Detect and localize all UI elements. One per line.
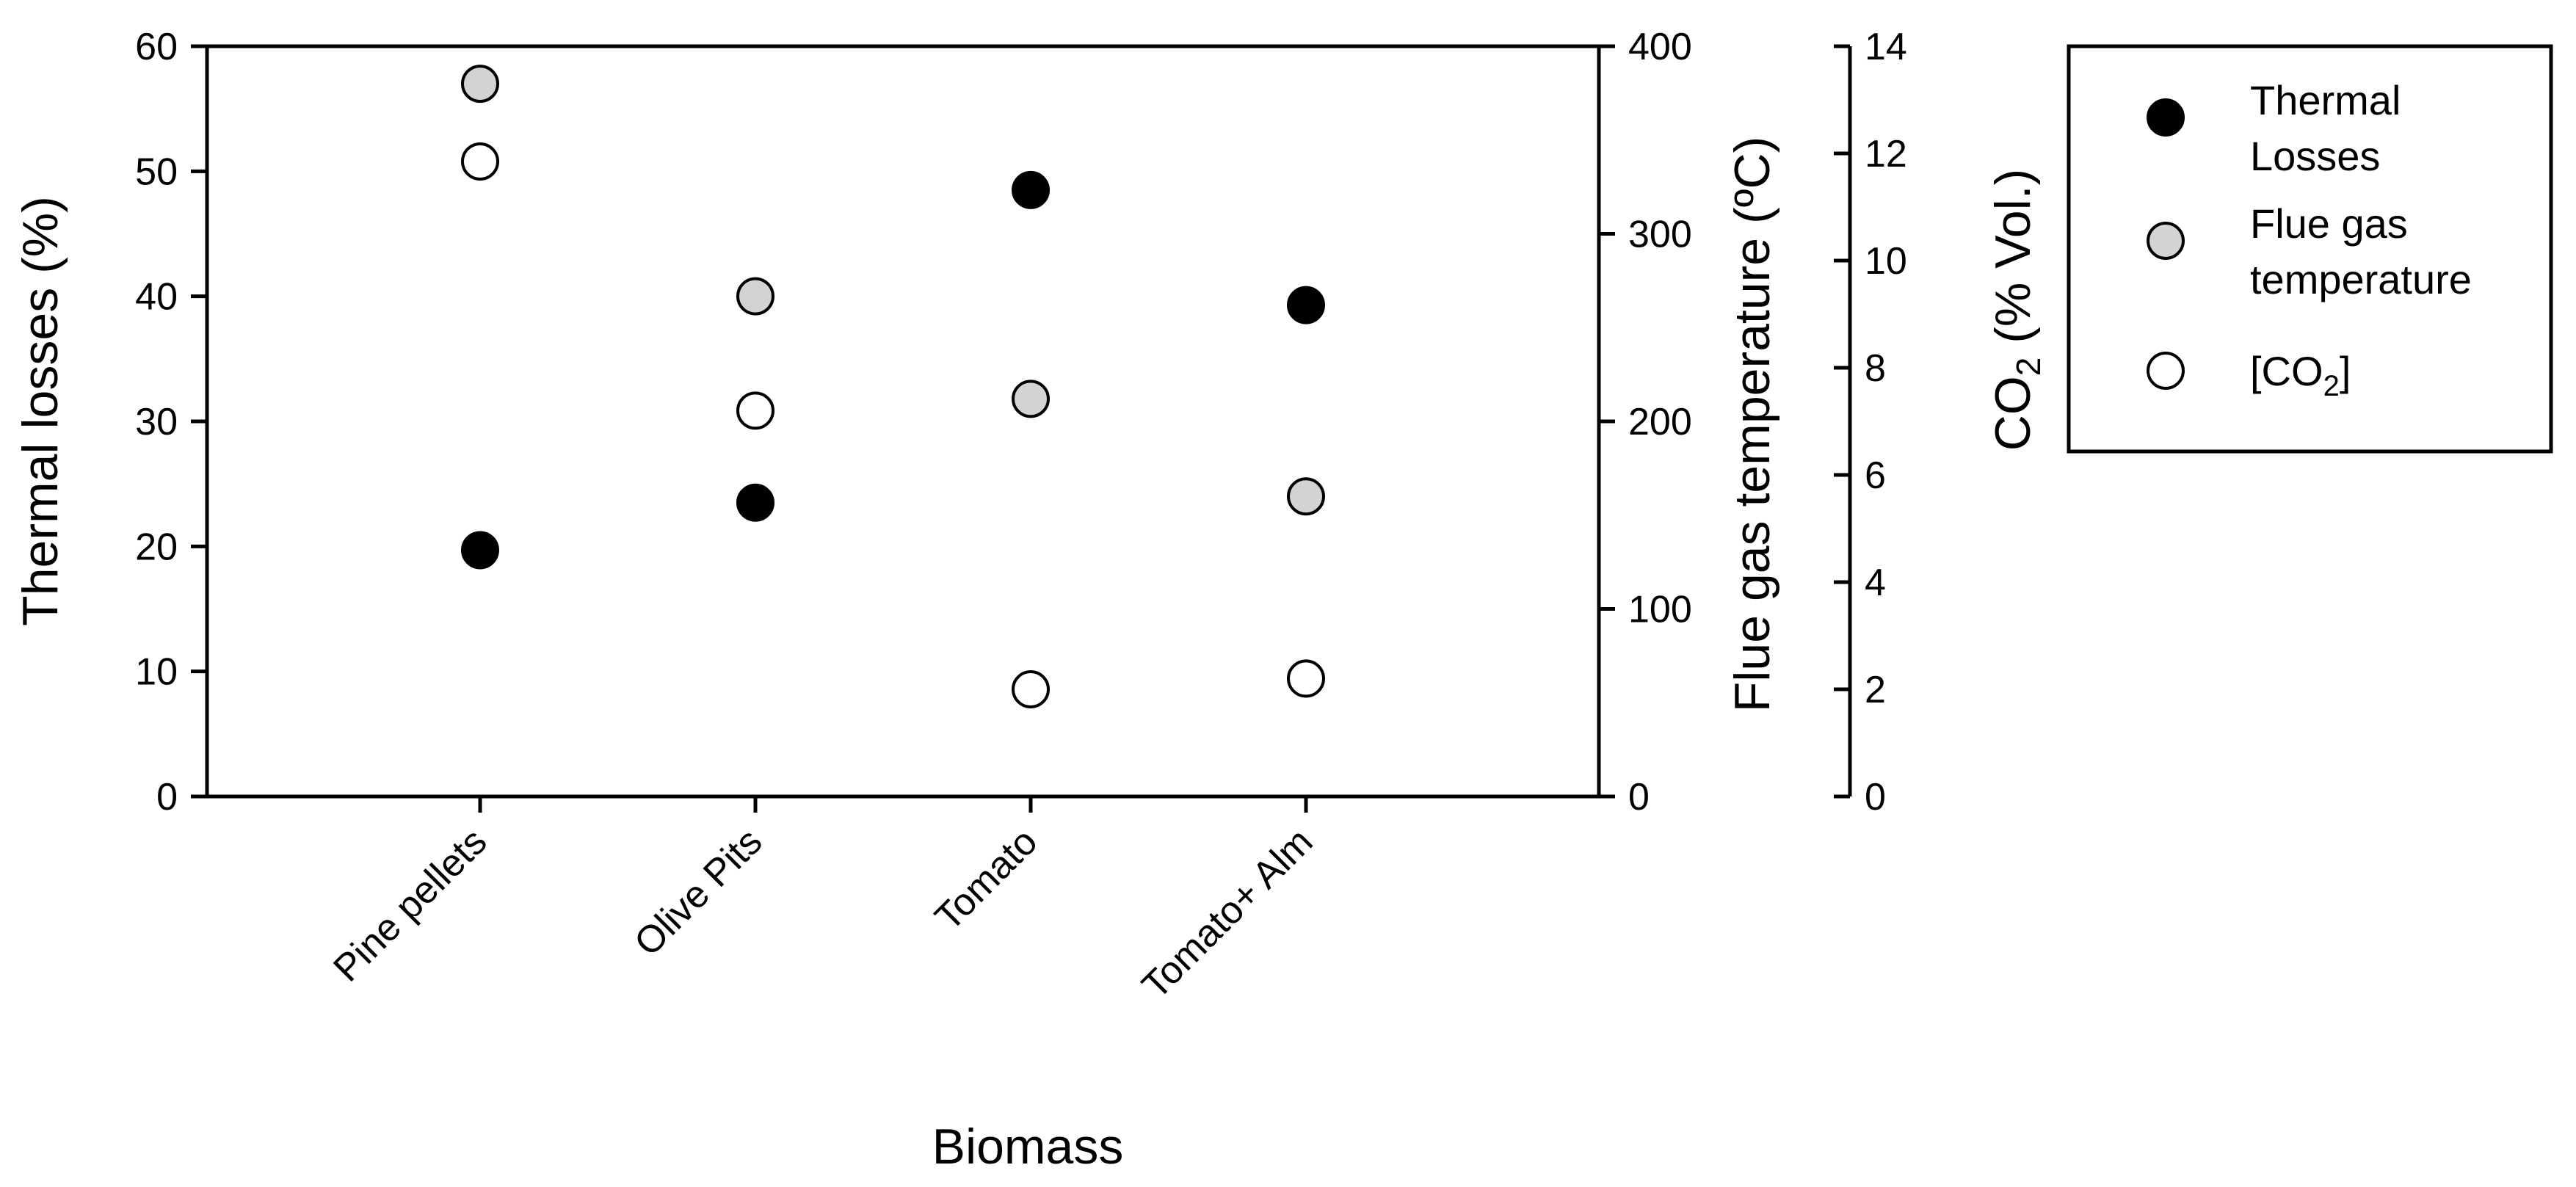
flue-gas-axis-title: Flue gas temperature (ºC) — [1724, 137, 1780, 712]
x-axis: Pine pellets Olive Pits Tomato Tomato+ Alm — [325, 796, 1321, 1007]
legend-label: temperature — [2250, 256, 2472, 302]
x-axis-tick-label: Tomato+ Alm — [1134, 820, 1321, 1007]
data-point — [1287, 477, 1325, 516]
co2-axis-tick-label: 12 — [1865, 133, 1907, 175]
data-point — [736, 277, 774, 316]
plot-frame — [205, 44, 1601, 799]
co2-axis-tick-label: 0 — [1865, 776, 1886, 818]
data-point — [736, 391, 774, 430]
data-point — [1012, 670, 1050, 708]
co2-axis-title-sub: 2 — [2009, 357, 2047, 377]
co2-axis: 0 2 4 6 8 10 12 14 — [1834, 26, 1907, 818]
data-point — [461, 65, 499, 104]
legend-marker — [2147, 98, 2185, 137]
legend-label: [CO2] — [2250, 348, 2351, 402]
co2-axis-tick-label: 10 — [1865, 240, 1907, 283]
x-axis-tick-label: Pine pellets — [325, 820, 495, 990]
left-axis-tick-label: 0 — [156, 776, 178, 818]
left-axis-tick-label: 10 — [135, 651, 178, 694]
legend-label: Thermal — [2250, 77, 2401, 123]
data-point — [1012, 380, 1050, 418]
co2-axis-tick-label: 2 — [1865, 669, 1886, 711]
x-axis-tick-label: Olive Pits — [626, 820, 770, 964]
data-point — [1287, 286, 1325, 324]
x-axis-title: Biomass — [932, 1119, 1124, 1175]
data-points — [461, 65, 1325, 708]
co2-axis-title-rest: (% Vol.) — [1985, 169, 2041, 357]
flue-gas-axis-tick-label: 300 — [1628, 214, 1692, 256]
flue-gas-axis-tick-label: 100 — [1628, 589, 1692, 631]
data-point — [461, 142, 499, 181]
co2-axis-title-main: CO — [1985, 376, 2041, 451]
legend-label-main: [CO — [2250, 348, 2323, 394]
flue-gas-axis-tick-label: 0 — [1628, 776, 1650, 818]
legend-marker — [2147, 222, 2185, 260]
legend-label: Losses — [2250, 133, 2380, 179]
left-axis-tick-label: 40 — [135, 276, 178, 319]
legend-label-sub: 2 — [2323, 370, 2340, 402]
left-axis-tick-label: 50 — [135, 150, 178, 193]
co2-axis-tick-label: 4 — [1865, 562, 1886, 604]
flue-gas-axis-tick-label: 200 — [1628, 401, 1692, 443]
legend: Thermal Losses Flue gas temperature [CO2] — [2067, 44, 2553, 454]
data-point — [736, 483, 774, 522]
flue-gas-axis: 0 100 200 300 400 — [1599, 26, 1692, 818]
plot-border — [205, 44, 1601, 799]
left-axis-tick-label: 60 — [135, 26, 178, 68]
left-axis-tick-label: 20 — [135, 526, 178, 568]
legend-label-after: ] — [2340, 348, 2351, 394]
co2-axis-title: CO2 (% Vol.) — [1985, 169, 2047, 451]
co2-axis-tick-label: 14 — [1865, 26, 1907, 68]
x-axis-tick-label: Tomato — [927, 820, 1046, 939]
co2-axis-tick-label: 6 — [1865, 454, 1886, 497]
left-axis-tick-label: 30 — [135, 401, 178, 443]
co2-axis-tick-label: 8 — [1865, 347, 1886, 390]
legend-label: Flue gas — [2250, 200, 2408, 247]
flue-gas-axis-tick-label: 400 — [1628, 26, 1692, 68]
legend-marker — [2147, 352, 2185, 390]
data-point — [1287, 659, 1325, 698]
data-point — [1012, 170, 1050, 209]
left-axis-title: Thermal losses (%) — [12, 196, 68, 626]
data-point — [461, 531, 499, 570]
left-axis: 0 10 20 30 40 50 60 — [135, 26, 207, 818]
